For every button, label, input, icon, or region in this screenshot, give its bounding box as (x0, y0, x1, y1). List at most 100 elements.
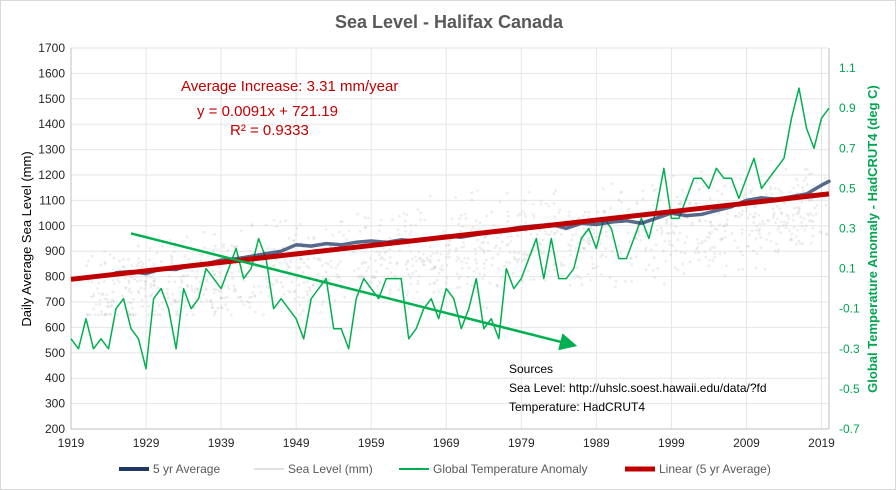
sea-level-point (92, 292, 96, 296)
sea-level-point (202, 293, 206, 296)
right-tick-label: -0.1 (839, 302, 860, 316)
sea-level-point (649, 248, 653, 252)
sea-level-point (708, 197, 712, 201)
sea-level-point (223, 296, 227, 300)
sea-level-point (666, 231, 669, 235)
sea-level-point (603, 209, 606, 213)
sea-level-point (194, 287, 198, 290)
sea-level-point (116, 313, 119, 317)
sea-level-point (528, 190, 531, 194)
sea-level-point (210, 303, 214, 306)
sea-level-point (193, 290, 197, 294)
sea-level-point (462, 241, 465, 244)
sea-level-point (720, 192, 724, 196)
sea-level-point (409, 249, 412, 253)
sea-level-point (294, 233, 298, 237)
left-tick-label: 1300 (38, 143, 65, 157)
sea-level-point (267, 294, 271, 298)
sea-level-point (599, 255, 603, 258)
sea-level-point (307, 298, 310, 302)
sea-level-point (338, 230, 341, 234)
sea-level-point (578, 250, 582, 254)
sea-level-point (286, 289, 290, 293)
sea-level-point (792, 186, 795, 190)
gridlines (70, 47, 829, 430)
sea-level-point (406, 259, 410, 263)
sea-level-point (811, 226, 815, 230)
sea-level-point (97, 292, 101, 295)
sea-level-point (161, 307, 164, 311)
sea-level-point (290, 280, 294, 284)
sea-level-point (230, 244, 234, 248)
sea-level-point (454, 196, 458, 199)
x-tick-label: 1999 (658, 436, 685, 450)
sea-level-point (509, 235, 513, 238)
sea-level-point (110, 300, 113, 304)
sea-level-point (112, 256, 116, 260)
sea-level-point (776, 251, 780, 254)
sea-level-point (358, 274, 362, 278)
sea-level-point (749, 191, 752, 195)
x-tick-label: 1949 (283, 436, 310, 450)
sea-level-point (808, 219, 811, 223)
sea-level-point (180, 281, 184, 284)
sea-level-point (634, 255, 638, 259)
sea-level-point (730, 232, 734, 235)
sea-level-point (587, 210, 591, 214)
sea-level-point (697, 258, 701, 262)
sea-level-point (149, 282, 153, 286)
sea-level-point (378, 223, 382, 227)
sea-level-point (127, 279, 131, 282)
sea-level-point (302, 281, 306, 284)
sea-level-point (700, 242, 703, 245)
sea-level-point (796, 183, 800, 187)
sea-level-point (118, 259, 121, 263)
sea-level-point (364, 261, 368, 264)
sea-level-point (707, 236, 711, 240)
sea-level-point (194, 276, 198, 280)
left-tick-label: 1200 (38, 168, 65, 182)
sea-level-point (293, 297, 297, 301)
sea-level-point (307, 236, 310, 240)
x-tick-label: 1979 (508, 436, 535, 450)
sea-level-point (538, 249, 542, 253)
sea-level-point (173, 298, 176, 301)
sea-level-point (707, 264, 711, 268)
sea-level-point (211, 269, 215, 273)
sea-level-point (743, 193, 747, 196)
sea-level-point (159, 260, 163, 263)
sea-level-point (276, 304, 280, 308)
sea-level-point (752, 193, 756, 197)
sea-level-point (809, 212, 813, 215)
sea-level-point (167, 280, 171, 284)
sea-level-point (407, 306, 411, 310)
sea-level-point (806, 212, 810, 216)
sea-level-point (320, 303, 324, 306)
sea-level-point (293, 289, 297, 293)
sea-level-point (559, 261, 563, 264)
sea-level-point (801, 242, 804, 246)
sea-level-point (339, 279, 343, 282)
sea-level-point (653, 276, 656, 279)
sea-level-point (671, 174, 675, 178)
sea-level-point (127, 289, 131, 293)
sea-level-point (809, 242, 813, 245)
sea-level-point (671, 230, 675, 234)
sea-level-point (797, 239, 800, 243)
sea-level-point (101, 292, 105, 296)
sea-level-point (637, 233, 641, 237)
sea-level-point (379, 263, 383, 267)
sea-level-point (236, 296, 240, 299)
sea-level-point (419, 211, 423, 215)
sea-level-point (709, 220, 712, 224)
sea-level-point (198, 280, 202, 284)
sea-level-point (199, 300, 203, 303)
sea-level-point (238, 295, 242, 299)
sea-level-point (722, 224, 725, 228)
left-tick-label: 900 (45, 244, 65, 258)
temperature-anomaly-line (70, 87, 830, 370)
sea-level-point (339, 260, 342, 263)
sea-level-point (232, 284, 236, 288)
sources-title: Sources (509, 362, 553, 376)
sea-level-point (474, 219, 478, 223)
